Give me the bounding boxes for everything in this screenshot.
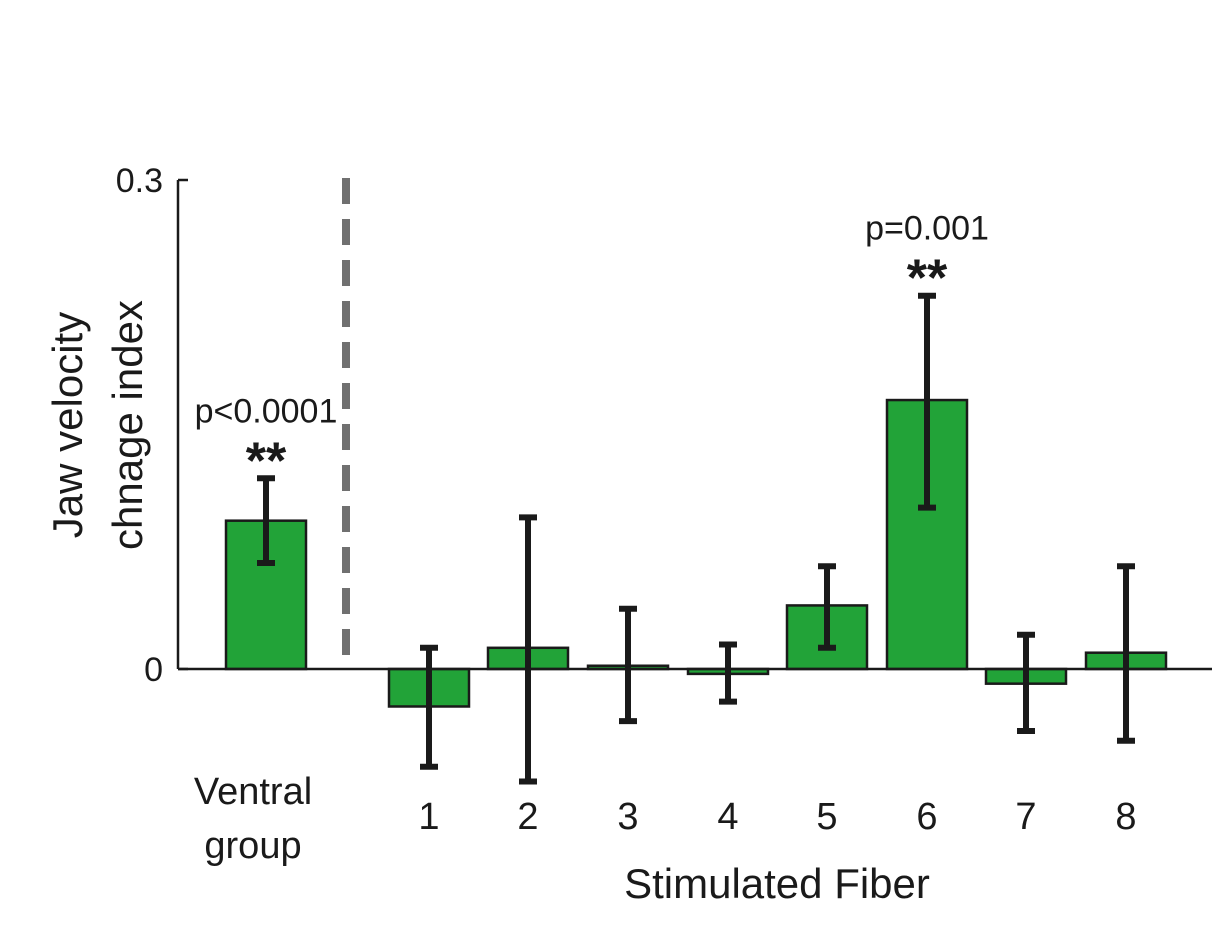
x-tick-labels-layer: Ventral group 1 2 3 4 5 6 7 8 [194,771,1137,867]
y-axis-title-line-2: chnage index [104,300,151,550]
significance-stars-ventral-group: ** [246,432,287,490]
x-label-fiber-4: 4 [717,796,738,838]
y-tick-label-0: 0.3 [116,162,163,200]
error-bar-fiber-6 [918,292,936,511]
y-axis-title: Jaw velocity chnage index [44,300,151,550]
x-label-fiber-6: 6 [916,796,937,838]
x-label-fiber-5: 5 [816,796,837,838]
axes-layer [176,178,1212,671]
error-bar-fiber-1 [420,644,438,770]
error-bar-fiber-4 [719,641,737,705]
x-label-ventral-group-line-1: Ventral [194,771,312,813]
significance-stars-fiber-6: ** [907,250,948,308]
error-bar-fiber-8 [1117,563,1135,744]
x-label-fiber-2: 2 [517,796,538,838]
x-label-ventral-group-line-2: group [204,825,301,867]
x-label-fiber-7: 7 [1015,796,1036,838]
error-bar-fiber-7 [1017,631,1035,734]
error-bar-fiber-5 [818,563,836,651]
x-label-fiber-1: 1 [418,796,439,838]
error-bar-fiber-3 [619,605,637,725]
y-ticks-layer: 0.30 [116,162,188,689]
p-value-fiber-6: p=0.001 [865,210,989,248]
x-label-fiber-3: 3 [617,796,638,838]
p-value-ventral-group: p<0.0001 [195,392,338,430]
y-axis-title-line-1: Jaw velocity [44,312,91,538]
error-bar-ventral-group [257,475,275,567]
x-label-fiber-8: 8 [1115,796,1136,838]
error-bars-layer [257,292,1135,785]
error-bar-fiber-2 [519,514,537,785]
x-axis-title: Stimulated Fiber [624,860,930,907]
y-tick-label-1: 0 [144,651,163,689]
significance-annotations-layer: **p<0.0001**p=0.001 [195,210,989,491]
